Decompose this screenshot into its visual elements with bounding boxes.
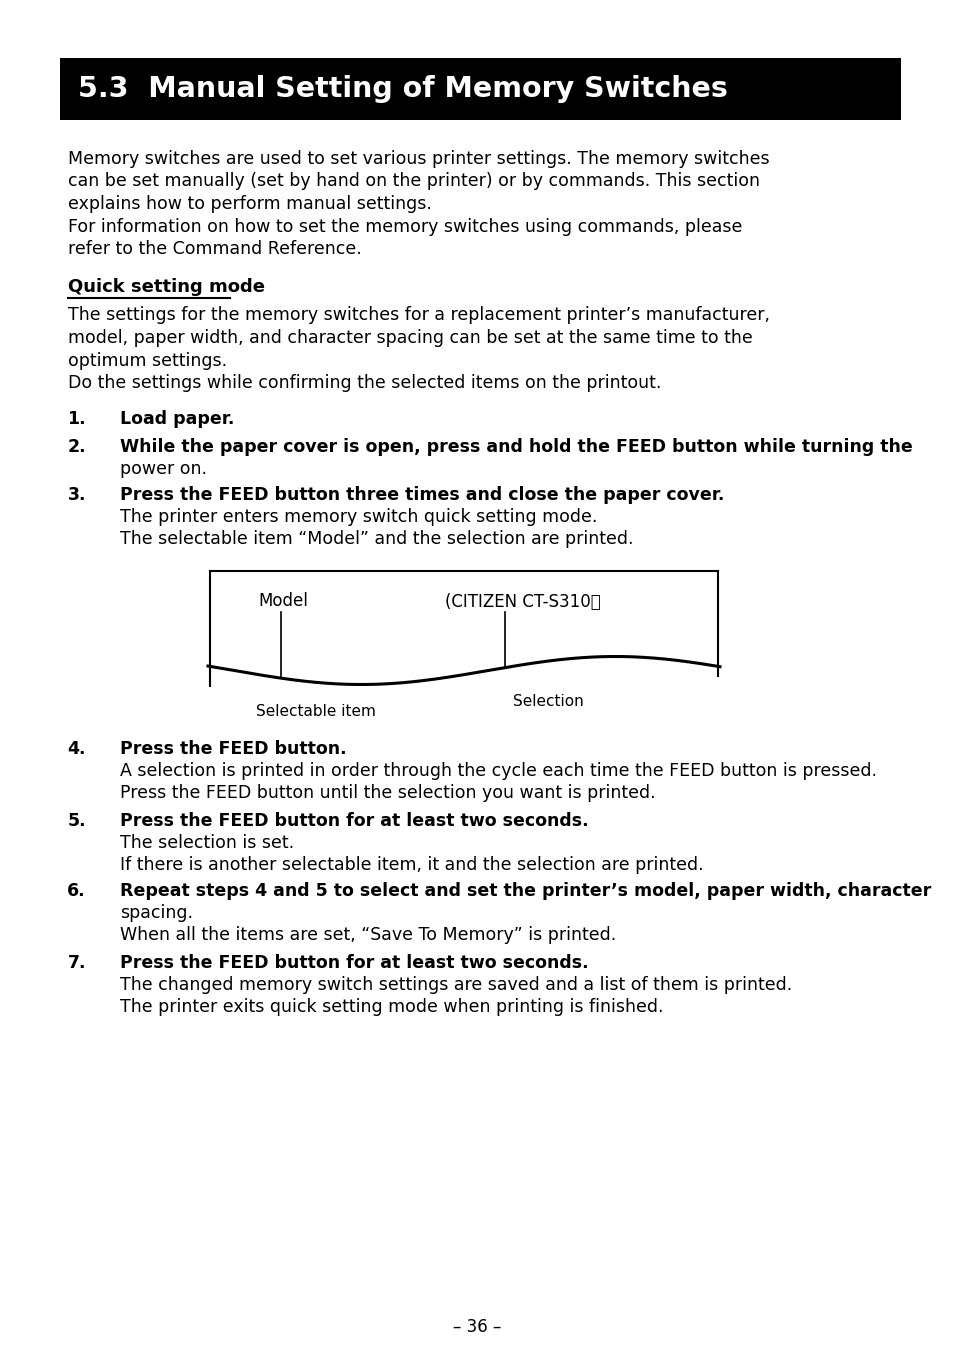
Text: 7.: 7. <box>68 953 86 972</box>
Text: Press the FEED button for at least two seconds.: Press the FEED button for at least two s… <box>120 811 588 830</box>
Text: Quick setting mode: Quick setting mode <box>68 279 265 296</box>
Text: can be set manually (set by hand on the printer) or by commands. This section: can be set manually (set by hand on the … <box>68 173 760 191</box>
Text: 6.: 6. <box>68 883 86 900</box>
Text: model, paper width, and character spacing can be set at the same time to the: model, paper width, and character spacin… <box>68 329 752 347</box>
Text: Press the FEED button three times and close the paper cover.: Press the FEED button three times and cl… <box>120 487 723 504</box>
Text: Repeat steps 4 and 5 to select and set the printer’s model, paper width, charact: Repeat steps 4 and 5 to select and set t… <box>120 883 930 900</box>
Text: Selection: Selection <box>513 695 583 710</box>
Text: Model: Model <box>257 592 308 611</box>
Text: power on.: power on. <box>120 460 207 477</box>
Text: The changed memory switch settings are saved and a list of them is printed.: The changed memory switch settings are s… <box>120 976 791 994</box>
Text: Press the FEED button.: Press the FEED button. <box>120 741 346 758</box>
Text: For information on how to set the memory switches using commands, please: For information on how to set the memory… <box>68 218 741 235</box>
Text: – 36 –: – 36 – <box>453 1318 500 1336</box>
Text: 1.: 1. <box>68 411 86 429</box>
Text: When all the items are set, “Save To Memory” is printed.: When all the items are set, “Save To Mem… <box>120 926 616 945</box>
Text: Memory switches are used to set various printer settings. The memory switches: Memory switches are used to set various … <box>68 150 769 168</box>
Text: The selectable item “Model” and the selection are printed.: The selectable item “Model” and the sele… <box>120 530 633 549</box>
Text: Load paper.: Load paper. <box>120 411 234 429</box>
Text: The printer enters memory switch quick setting mode.: The printer enters memory switch quick s… <box>120 508 597 526</box>
Text: 2.: 2. <box>68 438 86 456</box>
Text: Do the settings while confirming the selected items on the printout.: Do the settings while confirming the sel… <box>68 375 660 392</box>
Text: Press the FEED button until the selection you want is printed.: Press the FEED button until the selectio… <box>120 784 655 803</box>
Text: spacing.: spacing. <box>120 904 193 922</box>
Text: 3.: 3. <box>68 487 86 504</box>
Text: A selection is printed in order through the cycle each time the FEED button is p: A selection is printed in order through … <box>120 763 876 780</box>
Text: refer to the Command Reference.: refer to the Command Reference. <box>68 241 361 258</box>
Text: 5.: 5. <box>68 811 86 830</box>
Text: The selection is set.: The selection is set. <box>120 833 294 852</box>
Text: (CITIZEN CT-S310）: (CITIZEN CT-S310） <box>444 592 600 611</box>
Text: The printer exits quick setting mode when printing is finished.: The printer exits quick setting mode whe… <box>120 998 662 1015</box>
Text: optimum settings.: optimum settings. <box>68 352 227 369</box>
Bar <box>60 58 900 120</box>
Text: If there is another selectable item, it and the selection are printed.: If there is another selectable item, it … <box>120 856 703 873</box>
Text: The settings for the memory switches for a replacement printer’s manufacturer,: The settings for the memory switches for… <box>68 307 769 324</box>
Text: Press the FEED button for at least two seconds.: Press the FEED button for at least two s… <box>120 953 588 972</box>
Text: explains how to perform manual settings.: explains how to perform manual settings. <box>68 195 432 214</box>
Text: While the paper cover is open, press and hold the FEED button while turning the: While the paper cover is open, press and… <box>120 438 912 456</box>
Text: 4.: 4. <box>68 741 86 758</box>
Text: Selectable item: Selectable item <box>255 704 375 719</box>
Text: 5.3  Manual Setting of Memory Switches: 5.3 Manual Setting of Memory Switches <box>78 74 727 103</box>
